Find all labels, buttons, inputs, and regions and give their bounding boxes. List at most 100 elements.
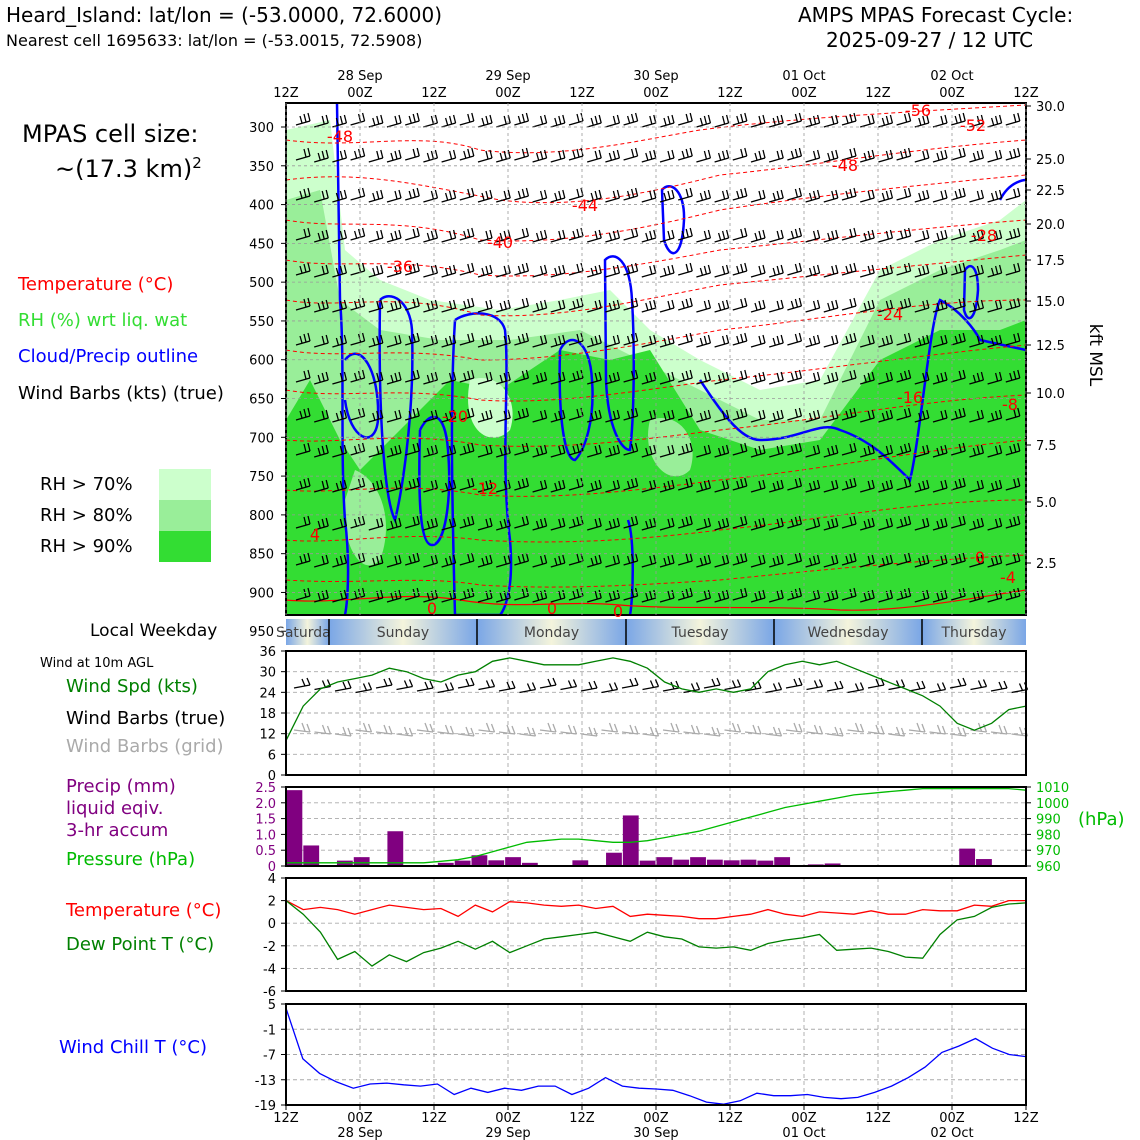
profile-wind-barb <box>805 157 820 163</box>
profile-wind-barb-flag <box>808 412 813 421</box>
profile-wind-barb-flag <box>535 592 540 601</box>
profile-wind-barb-flag <box>962 187 966 197</box>
profile-wind-barb-flag <box>321 335 325 345</box>
profile-wind-barb-flag <box>940 230 944 240</box>
profile-wind-barb-flag <box>816 409 821 419</box>
profile-wind-barb-flag <box>630 263 635 273</box>
profile-wind-barb <box>878 379 893 385</box>
profile-wind-barb-flag <box>976 150 981 160</box>
grid-wind-barb-flag <box>875 724 880 734</box>
wind-speed-line <box>285 657 1027 741</box>
profile-wind-barb-flag <box>962 515 966 525</box>
profile-wind-barb-flag <box>562 114 566 124</box>
profile-wind-barb-flag <box>940 300 944 310</box>
profile-wind-barb-flag <box>740 263 744 273</box>
profile-wind-barb-flag <box>576 113 580 123</box>
precip-bar <box>353 857 370 866</box>
true-wind-barb-flag <box>654 679 660 687</box>
profile-wind-barb <box>823 122 838 128</box>
grid-wind-barb-flag <box>977 722 983 732</box>
profile-wind-barb-flag <box>398 444 402 454</box>
profile-wind-barb-flag <box>717 152 722 161</box>
profile-wind-barb-flag <box>467 263 471 273</box>
profile-wind-barb <box>714 379 729 385</box>
profile-wind-barb-flag <box>740 516 744 526</box>
profile-wind-barb-flag <box>972 374 977 383</box>
profile-wind-barb-flag <box>667 372 671 382</box>
profile-wind-barb <box>459 560 474 566</box>
profile-wind-barb-flag <box>361 587 366 597</box>
profile-wind-barb-flag <box>448 555 453 565</box>
profile-wind-barb-flag <box>361 147 366 157</box>
wind-10m-header: Wind at 10m AGL <box>40 656 154 671</box>
profile-wind-barb-flag <box>780 479 784 489</box>
profile-wind-barb <box>314 307 329 313</box>
profile-wind-barb-flag <box>776 590 780 600</box>
profile-wind-barb <box>386 272 402 278</box>
weekday-band-segment <box>477 619 626 645</box>
profile-wind-barb-flag <box>863 592 867 601</box>
height-tick-label: 12.5 <box>1036 339 1065 354</box>
profile-wind-barb <box>860 307 875 313</box>
profile-wind-barb-flag <box>630 516 635 526</box>
profile-wind-barb <box>423 272 438 278</box>
profile-wind-barb-flag <box>776 480 780 490</box>
grid-wind-barb <box>724 729 741 733</box>
weekday-band-segment <box>329 619 477 645</box>
profile-wind-barb <box>714 307 729 313</box>
profile-wind-barb-flag <box>736 190 740 199</box>
profile-wind-barb-flag <box>398 554 402 564</box>
profile-wind-barb-flag <box>485 445 489 455</box>
profile-wind-barb-flag <box>485 555 489 565</box>
profile-wind-barb-flag <box>790 230 795 239</box>
profile-wind-barb-flag <box>562 299 566 309</box>
profile-wind-barb-flag <box>998 554 1003 564</box>
contour-label: 0 <box>547 599 557 618</box>
pressure-tick-label: 1000 <box>1036 797 1069 812</box>
profile-wind-barb-flag <box>798 147 803 157</box>
profile-wind-barb-flag <box>426 374 431 383</box>
profile-wind-barb <box>969 379 984 385</box>
profile-wind-barb-flag <box>667 445 671 455</box>
profile-wind-barb-flag <box>467 516 471 526</box>
profile-wind-barb-flag <box>827 374 831 383</box>
profile-wind-barb <box>878 417 893 423</box>
profile-wind-barb-flag <box>372 117 376 126</box>
profile-wind-barb-flag <box>380 444 384 454</box>
profile-wind-barb-flag <box>380 554 384 564</box>
profile-wind-barb-flag <box>471 407 475 417</box>
profile-wind-barb <box>623 377 638 383</box>
profile-wind-barb <box>951 305 966 311</box>
grid-wind-barb-flag <box>531 727 537 737</box>
profile-wind-barb-flag <box>412 188 416 198</box>
profile-wind-barb-flag <box>612 265 617 275</box>
true-wind-barb-flag <box>813 680 819 688</box>
profile-wind-barb-flag <box>831 518 835 528</box>
temperature-line <box>285 899 1026 920</box>
profile-wind-barb-flag <box>303 188 307 198</box>
panel-tick-label: 1.5 <box>255 813 276 828</box>
profile-wind-barb <box>714 272 729 278</box>
profile-wind-barb-flag <box>576 298 580 308</box>
profile-wind-barb-flag <box>608 232 613 241</box>
profile-wind-barb-flag <box>845 480 849 489</box>
grid-wind-barb <box>314 731 331 735</box>
profile-wind-barb-flag <box>918 482 922 491</box>
profile-wind-barb-flag <box>390 592 394 601</box>
profile-wind-barb-flag <box>889 114 894 124</box>
profile-wind-barb-flag <box>448 300 453 310</box>
profile-wind-barb <box>295 523 311 529</box>
profile-wind-barb-flag <box>990 482 995 491</box>
profile-wind-barb-flag <box>958 298 962 308</box>
top-time-label: 00Z <box>643 86 669 101</box>
profile-wind-barb-flag <box>539 372 544 382</box>
profile-wind-barb-flag <box>426 520 431 529</box>
profile-wind-barb <box>750 487 766 493</box>
profile-wind-barb-flag <box>707 479 712 489</box>
profile-wind-barb-flag <box>990 267 995 276</box>
profile-wind-barb-flag <box>343 409 348 419</box>
profile-wind-barb-flag <box>543 554 548 564</box>
profile-wind-barb-flag <box>922 115 926 125</box>
profile-wind-barb-flag <box>448 190 453 200</box>
profile-wind-barb-flag <box>744 587 748 597</box>
